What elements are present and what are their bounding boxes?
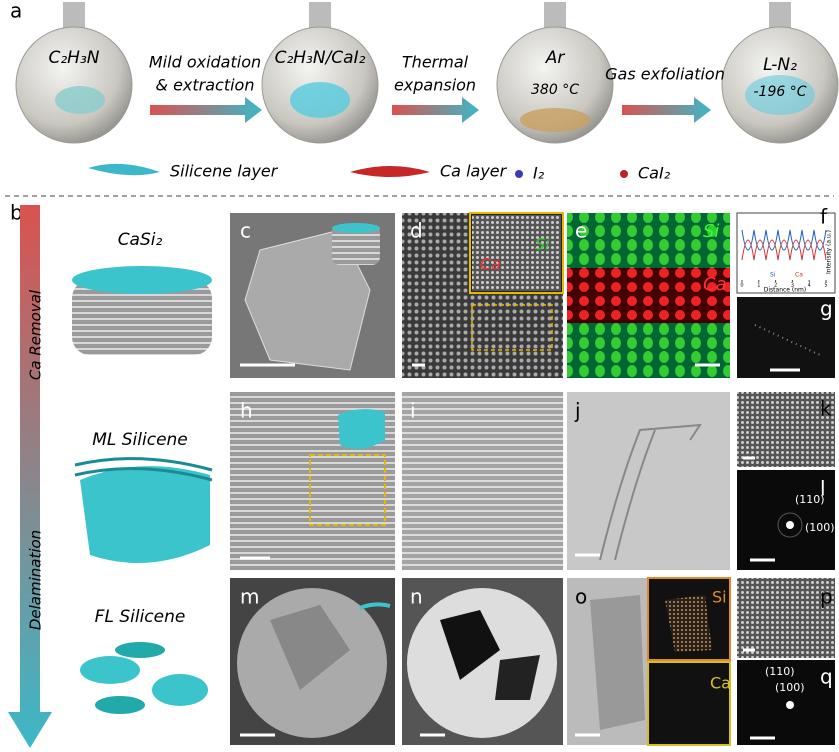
panel-label: b <box>10 201 23 225</box>
x-tick-label: 3 <box>791 283 794 289</box>
legend-label: I₂ <box>533 164 545 183</box>
annotation: Si <box>712 588 727 607</box>
panel-label: o <box>575 585 587 609</box>
x-tick-label: 1 <box>757 283 760 289</box>
scale-bars <box>240 363 800 740</box>
step-label: & extraction <box>156 76 255 95</box>
panel-label: k <box>820 397 832 421</box>
step-label: Mild oxidation <box>149 53 261 72</box>
legend-label: Si <box>770 272 776 279</box>
x-tick-label: 5 <box>824 283 827 289</box>
annotation: (110) <box>795 493 825 506</box>
x-axis: 0 1 2 3 4 5 <box>740 280 828 289</box>
process-arrow <box>8 205 52 748</box>
flask-label: Ar <box>545 48 566 68</box>
annotation: (100) <box>805 521 835 534</box>
annotation: Si <box>535 235 550 254</box>
flasks <box>15 2 839 144</box>
panel-label: f <box>820 205 828 229</box>
panel-label: d <box>410 219 423 243</box>
x-tick-label: 0 <box>740 283 743 289</box>
arrow-label: Ca Removal <box>27 289 45 380</box>
panel-label: i <box>410 399 416 423</box>
legend-label: CaI₂ <box>638 164 671 183</box>
flask-label: C₂H₃N/CaI₂ <box>275 48 366 68</box>
panel-label: l <box>820 477 826 501</box>
panel-label: m <box>240 585 259 609</box>
panel-label: g <box>820 297 833 321</box>
axis-label: Distance (nm) <box>764 287 806 294</box>
axis-label: Intensity (a.u.) <box>826 230 833 274</box>
annotation: Ca <box>703 274 727 295</box>
stage-label: CaSi₂ <box>118 230 163 250</box>
micrographs <box>230 212 836 746</box>
arrow-label: Delamination <box>27 530 45 630</box>
x-tick-label: 4 <box>808 283 811 289</box>
flask-label: C₂H₃N <box>49 48 100 68</box>
annotation: (110) <box>765 665 795 678</box>
annotation: (100) <box>775 681 805 694</box>
x-tick-label: 2 <box>774 283 777 289</box>
stage-label: FL Silicene <box>95 607 186 627</box>
stage-label: ML Silicene <box>92 430 188 450</box>
panel-label: h <box>240 399 253 423</box>
step-label: Gas exfoliation <box>605 65 725 84</box>
legend-icons <box>88 163 628 178</box>
panel-label: n <box>410 585 423 609</box>
panel-label: p <box>820 585 833 609</box>
legend-label: Ca layer <box>440 162 508 181</box>
step-label: expansion <box>394 76 476 95</box>
panel-label: j <box>574 399 581 423</box>
legend-label: Ca <box>795 272 803 279</box>
flask-note: 380 °C <box>531 82 579 98</box>
panel-label: q <box>820 665 833 689</box>
step-label: Thermal <box>402 53 469 72</box>
flask-note: -196 °C <box>754 84 807 100</box>
flask-label: L-N₂ <box>763 55 797 75</box>
stage-illustrations <box>72 266 213 714</box>
annotation: Ca <box>710 674 731 693</box>
step-arrows <box>150 97 711 123</box>
panel-label: c <box>240 219 251 243</box>
legend-label: Silicene layer <box>170 162 279 181</box>
panel-label: e <box>575 219 587 243</box>
annotation: Ca <box>480 255 501 274</box>
panel-label: a <box>10 0 22 23</box>
annotation: Si <box>703 221 719 242</box>
